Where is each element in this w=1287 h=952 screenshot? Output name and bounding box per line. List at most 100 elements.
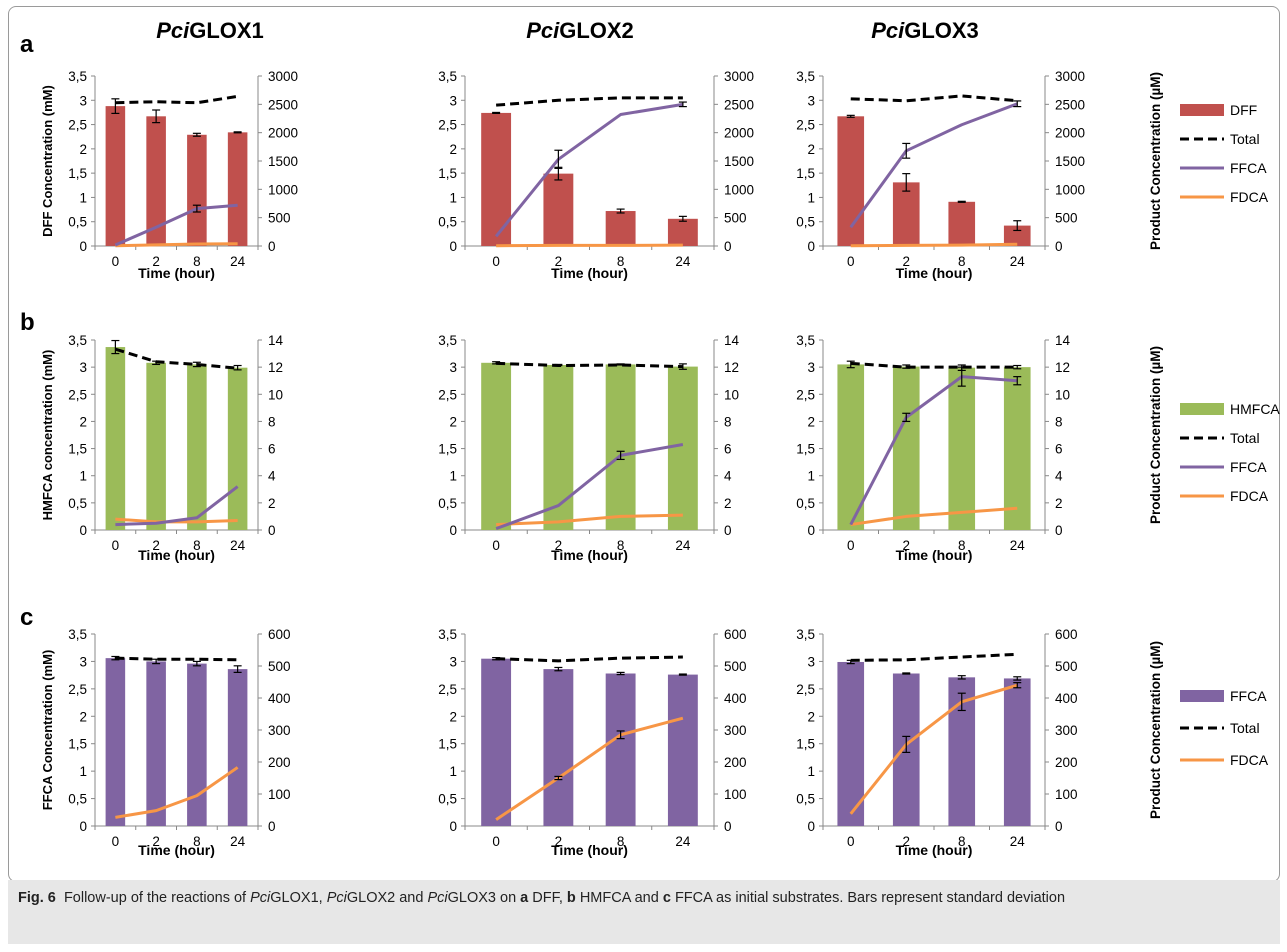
panel-c-chart-2-bar-24: [667, 674, 698, 826]
panel-b-chart-3-left-tick-label: 0: [807, 523, 815, 538]
panel-c-chart-2-fdca-line: [495, 716, 684, 821]
panel-b-legend-swatch-HMFCA: [1180, 403, 1224, 415]
panel-c-chart-3-right-tick-label: 200: [1055, 755, 1078, 770]
panel-b-chart-1-x-tick-label: 2: [152, 538, 160, 553]
panel-b-chart-3-left-tick-label: 0,5: [796, 496, 815, 511]
panel-c-chart-2-x-tick-label: 8: [617, 834, 625, 849]
panel-c-right-axis-label: Product Concentration (µM): [1148, 641, 1163, 819]
panel-c-chart-2-left-tick-label: 0,5: [438, 792, 457, 807]
panel-c-chart-1-total-line: [115, 656, 238, 662]
panel-b-chart-3-bar-0: [837, 364, 865, 530]
caption-enzyme-2-italic: Pci: [326, 890, 347, 906]
panel-c-chart-3-right-tick-label: 100: [1055, 787, 1078, 802]
panel-c-chart-1-left-tick-label: 3,5: [68, 627, 87, 642]
panel-b-chart-2-right-tick-label: 2: [724, 496, 732, 511]
panel-c-chart-2-x-tick-label: 24: [675, 834, 691, 849]
panel-b-chart-1-x-tick-label: 8: [193, 538, 201, 553]
panel-b-chart-1-left-tick-label: 1,5: [68, 442, 87, 457]
panel-a-chart-3-fdca-line: [850, 242, 1018, 248]
panel-a-chart-1-x-tick-label: 0: [112, 254, 120, 269]
panel-b-chart-2-right-tick-label: 12: [724, 360, 739, 375]
panel-b-chart-1-right-tick-label: 4: [268, 469, 276, 484]
panel-b-chart-2-x-tick-label: 2: [555, 538, 563, 553]
panel-a-chart-2-right-tick-label: 1000: [724, 182, 754, 197]
panel-c-legend-swatch-FFCA: [1180, 690, 1224, 702]
panel-a-chart-3-right-tick-label: 0: [1055, 239, 1063, 254]
panel-b-chart-2-ffca-line: [495, 443, 684, 531]
panel-a-chart-3-bar-8: [948, 201, 976, 246]
panel-c-chart-1-bar-2: [146, 661, 166, 826]
panel-b-left-axis-label: HMFCA concentration (mM): [40, 350, 55, 521]
panel-a-chart-2-right-tick-label: 2000: [724, 126, 754, 141]
panel-b-legend-label-Total: Total: [1230, 430, 1260, 446]
caption-enzyme-2: GLOX2 and: [346, 890, 424, 906]
panel-c-chart-2-right-tick-label: 100: [724, 787, 747, 802]
panel-b-legend-label-HMFCA: HMFCA: [1230, 401, 1280, 417]
panel-a-chart-3-left-tick-label: 0,5: [796, 215, 815, 230]
panel-c-chart-3-fdca-line: [849, 683, 1018, 815]
panel-c-chart-2-x-axis-label: Time (hour): [551, 842, 628, 858]
panel-a-chart-2-right-tick-label: 0: [724, 239, 732, 254]
panel-b-chart-1-left-tick-label: 0,5: [68, 496, 87, 511]
panel-a-chart-2-fdca-line: [496, 243, 683, 248]
panel-a-chart-3-left-tick-label: 1: [807, 190, 815, 205]
panel-c-chart-1-right-tick-label: 600: [268, 627, 291, 642]
panel-a-legend-label-FDCA: FDCA: [1230, 189, 1269, 205]
panel-b-chart-3-x-tick-label: 8: [958, 538, 966, 553]
panel-b-chart-3-x-tick-label: 2: [902, 538, 910, 553]
panel-b-chart-2-x-tick-label: 24: [675, 538, 691, 553]
panel-c-chart-1-fdca-line: [115, 766, 239, 819]
panel-a-chart-3-left-tick-label: 3,5: [796, 69, 815, 84]
column-title-rest: GLOX2: [559, 18, 634, 43]
caption-enzyme-3-italic: Pci: [427, 890, 448, 906]
panel-a-chart-2-x-tick-label: 8: [617, 254, 625, 269]
panel-b-chart-2-bar-0: [481, 362, 512, 530]
panel-b-chart-1-bar-0: [105, 347, 126, 530]
panel-a-chart-2-x-tick-label: 24: [675, 254, 691, 269]
panel-c-chart-3-right-tick-label: 400: [1055, 691, 1078, 706]
caption-panel-b: HMFCA and: [579, 890, 659, 906]
panel-letter-a: a: [20, 31, 34, 58]
panel-b-chart-3-bar-2: [892, 366, 920, 530]
panel-a-chart-2-left-tick-label: 3: [449, 93, 457, 108]
caption-panel-c-letter: c: [662, 890, 671, 906]
panel-b-chart-3-right-tick-label: 6: [1055, 442, 1063, 457]
panel-b-chart-2-left-tick-label: 2,5: [438, 387, 457, 402]
panel-c-chart-1-x-axis-label: Time (hour): [138, 842, 215, 858]
panel-c-chart-3-left-tick-label: 1: [807, 764, 815, 779]
panel-c-chart-1-left-tick-label: 1: [79, 764, 87, 779]
panel-letter-b: b: [20, 309, 35, 336]
panel-b-chart-1-x-tick-label: 0: [112, 538, 120, 553]
panel-c-chart-3-x-tick-label: 2: [902, 834, 910, 849]
panel-a-chart-1-left-tick-label: 2,5: [68, 118, 87, 133]
panel-c-chart-2-right-tick-label: 500: [724, 659, 747, 674]
panel-b-chart-3-left-tick-label: 1,5: [796, 442, 815, 457]
panel-b-chart-3-right-tick-label: 12: [1055, 360, 1070, 375]
panel-a-legend-label-FFCA: FFCA: [1230, 160, 1267, 176]
panel-a-chart-1-right-tick-label: 2500: [268, 97, 298, 112]
panel-b-chart-3-x-tick-label: 0: [847, 538, 855, 553]
caption-panel-a: DFF,: [532, 890, 563, 906]
panel-b-chart-2-bar-8: [605, 364, 636, 530]
panel-b-chart-3-x-tick-label: 24: [1010, 538, 1026, 553]
panel-c-chart-1-left-tick-label: 0: [79, 819, 87, 834]
panel-a-chart-3-x-tick-label: 24: [1010, 254, 1026, 269]
panel-b-chart-3-right-tick-label: 4: [1055, 469, 1063, 484]
panel-c-chart-2-left-tick-label: 3: [449, 654, 457, 669]
panel-b-chart-1-right-tick-label: 10: [268, 387, 283, 402]
panel-b-chart-3-right-tick-label: 0: [1055, 523, 1063, 538]
panel-b-chart-2-right-tick-label: 6: [724, 442, 732, 457]
figure-caption: Fig. 6 Follow-up of the reactions of Pci…: [8, 880, 1280, 944]
column-title-rest: GLOX3: [904, 18, 979, 43]
panel-a-chart-2-left-tick-label: 1: [449, 190, 457, 205]
panel-c-chart-3-right-tick-label: 500: [1055, 659, 1078, 674]
panel-a-chart-1-x-tick-label: 2: [152, 254, 160, 269]
panel-c-chart-3-left-tick-label: 3: [807, 654, 815, 669]
panel-b-chart-1-right-tick-label: 12: [268, 360, 283, 375]
panel-c-chart-3-x-tick-label: 24: [1010, 834, 1026, 849]
panel-a-chart-3-x-tick-label: 8: [958, 254, 966, 269]
panel-c-chart-1-x-tick-label: 24: [230, 834, 246, 849]
caption-fig-label: Fig. 6: [18, 890, 56, 906]
panel-b-chart-1-left-tick-label: 3,5: [68, 333, 87, 348]
